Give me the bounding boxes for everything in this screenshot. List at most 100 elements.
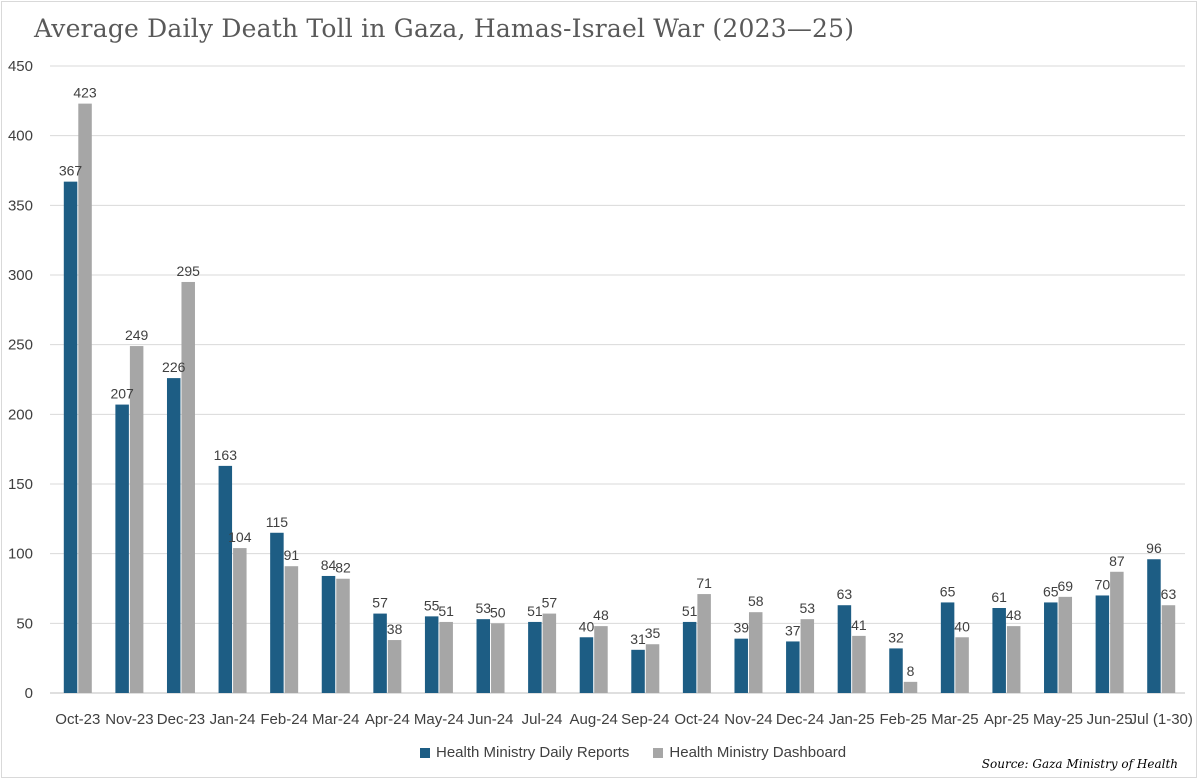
x-tick-label: Dec-24: [776, 711, 824, 728]
x-tick-label: Jul-24: [522, 711, 563, 728]
x-tick-label: Jun-25: [1087, 711, 1133, 728]
data-label: 65: [940, 583, 956, 599]
x-tick-label: May-24: [414, 711, 464, 728]
x-tick-label: May-25: [1033, 711, 1083, 728]
data-label: 8: [907, 663, 915, 679]
data-label: 226: [162, 359, 186, 375]
data-label: 61: [991, 589, 1007, 605]
bar-daily-reports: [682, 621, 697, 693]
x-tick-label: Aug-24: [570, 711, 618, 728]
bar-daily-reports: [940, 602, 955, 693]
bar-daily-reports: [1044, 602, 1058, 693]
x-tick-label: Jan-24: [210, 711, 256, 728]
bar-daily-reports: [218, 465, 233, 693]
data-label: 96: [1146, 540, 1162, 556]
data-label: 51: [527, 603, 543, 619]
data-label: 65: [1043, 583, 1059, 599]
data-label: 63: [1161, 586, 1177, 602]
data-label: 84: [321, 557, 337, 573]
bar-daily-reports: [786, 641, 800, 693]
data-label: 295: [177, 263, 201, 279]
x-tick-label: Nov-23: [105, 711, 153, 728]
data-label: 35: [645, 625, 661, 641]
bar-dashboard: [233, 548, 247, 693]
data-label: 367: [59, 163, 83, 179]
y-tick-label: 250: [8, 337, 33, 354]
bar-dashboard: [78, 103, 92, 694]
bar-daily-reports: [321, 575, 336, 693]
x-tick-label: Mar-25: [931, 711, 979, 728]
legend-swatch-dashboard: [653, 747, 664, 758]
data-label: 163: [214, 447, 238, 463]
data-label: 87: [1109, 553, 1125, 569]
data-label: 32: [888, 629, 904, 645]
source-note: Source: Gaza Ministry of Health: [981, 757, 1178, 771]
x-tick-label: Dec-23: [157, 711, 205, 728]
y-tick-label: 300: [8, 267, 33, 284]
x-tick-label: Mar-24: [312, 711, 360, 728]
bar-daily-reports: [373, 613, 387, 693]
bar-daily-reports: [631, 649, 645, 693]
legend-item-dashboard: Health Ministry Dashboard: [653, 744, 846, 761]
bar-dashboard: [594, 626, 608, 693]
bar-dashboard: [1110, 571, 1124, 693]
bar-daily-reports: [166, 378, 181, 693]
bar-dashboard: [852, 635, 866, 693]
y-tick-label: 0: [25, 685, 33, 702]
chart-title: Average Daily Death Toll in Gaza, Hamas-…: [34, 14, 855, 43]
x-axis: Oct-23 Nov-23 Dec-23 Jan-24 Feb-24 Mar-24 Apr-…: [55, 711, 1193, 728]
data-label: 40: [954, 618, 970, 634]
bar-dashboard: [748, 612, 763, 693]
x-tick-label: Jun-24: [468, 711, 514, 728]
data-label: 115: [266, 514, 289, 530]
data-label: 37: [785, 622, 801, 638]
data-label: 55: [424, 597, 440, 613]
data-label: 51: [682, 603, 698, 619]
bar-dashboard: [697, 594, 711, 693]
bar-dashboard: [181, 281, 195, 693]
bar-daily-reports: [734, 638, 748, 693]
data-label: 38: [387, 621, 403, 637]
bar-dashboard: [284, 566, 299, 693]
bar-dashboard: [129, 346, 144, 693]
data-label: 57: [372, 595, 388, 611]
bar-daily-reports: [528, 621, 542, 693]
data-label: 70: [1095, 576, 1111, 592]
data-label: 207: [110, 386, 134, 402]
legend-label-daily-reports: Health Ministry Daily Reports: [436, 744, 630, 761]
data-label: 39: [733, 620, 749, 636]
bar-dashboard: [387, 640, 402, 693]
x-tick-label: Nov-24: [724, 711, 772, 728]
data-label: 50: [490, 604, 506, 620]
y-tick-label: 150: [8, 476, 33, 493]
data-label: 423: [73, 85, 97, 101]
bar-dashboard: [645, 644, 660, 693]
y-tick-label: 100: [8, 546, 33, 563]
x-tick-label: Oct-23: [55, 711, 100, 728]
bar-dashboard: [903, 681, 918, 693]
bar-daily-reports: [424, 616, 439, 693]
data-label: 41: [851, 617, 867, 633]
legend-item-daily-reports: Health Ministry Daily Reports: [420, 744, 629, 761]
x-tick-label: Jul (1-30): [1130, 711, 1193, 728]
bar-daily-reports: [992, 608, 1006, 693]
bar-daily-reports: [476, 619, 491, 693]
bar-daily-reports: [1147, 559, 1161, 693]
data-label: 53: [475, 600, 491, 616]
data-label: 69: [1057, 578, 1073, 594]
data-label: 82: [335, 560, 351, 576]
legend-label-dashboard: Health Ministry Dashboard: [669, 744, 847, 761]
bar-daily-reports: [579, 637, 594, 693]
data-label: 249: [125, 327, 149, 343]
data-label: 58: [748, 593, 764, 609]
data-label: 48: [1006, 607, 1022, 623]
legend: Health Ministry Daily Reports Health Min…: [420, 744, 846, 761]
bar-daily-reports: [1095, 595, 1110, 693]
y-tick-label: 450: [8, 58, 33, 75]
data-label: 57: [542, 595, 558, 611]
data-label: 104: [228, 529, 252, 545]
bar-dashboard: [491, 623, 505, 693]
data-label: 91: [284, 547, 300, 563]
